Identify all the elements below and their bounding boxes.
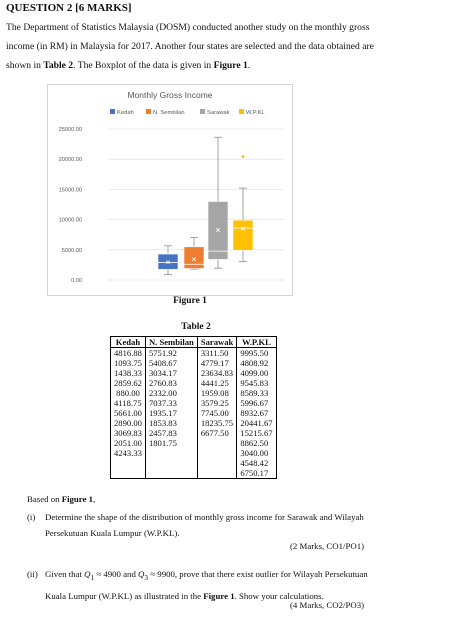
table-cell: 4118.75 [114, 398, 142, 408]
legend-swatch [239, 109, 244, 114]
table-cell: 1093.75 [114, 358, 142, 368]
y-tick-label: 15000.00 [59, 187, 82, 193]
question-i-text: Determine the shape of the distribution … [45, 512, 364, 538]
y-tick-label: 10000.00 [59, 218, 82, 224]
table-cell: 4779.17 [200, 358, 229, 368]
table-cell: 3034.17 [148, 368, 177, 378]
mean-marker [165, 260, 171, 265]
column-n-sembilan: 5751.92 5408.67 3034.17 2760.83 2332.00 7037.… [144, 347, 198, 479]
box-3 [232, 219, 254, 251]
table-cell: 880.00 [114, 388, 140, 398]
based-on-text: Based on Figure 1, [27, 494, 96, 504]
outlier-point [241, 155, 245, 158]
table-ref: Table 2 [43, 60, 74, 71]
question-ii-number: (ii) [27, 569, 38, 579]
question-title: QUESTION 2 [6 MARKS] [6, 2, 132, 14]
table-cell: 5661.00 [114, 408, 142, 418]
legend-swatch [200, 109, 205, 114]
table-cell: 1438.33 [114, 368, 142, 378]
table-cell: 5996.67 [240, 398, 269, 408]
table-header-row: Kedah N. Sembilan Sarawak W.P.KL [110, 336, 277, 348]
table-body-row: 4816.88 1093.75 1438.33 2859.62 880.00 4118.… [110, 347, 277, 479]
legend-label: W.P.KL [246, 110, 265, 116]
table-cell: 4808.92 [240, 358, 269, 368]
table-cell: 18235.75 [200, 418, 234, 428]
y-tick-label: 25000.00 [59, 127, 82, 133]
question-ii-marks: (4 Marks, CO2/PO3) [290, 600, 365, 610]
table-cell: 1801.75 [148, 438, 177, 448]
boxplot-svg: Monthly Gross Income Kedah N. Sembilan Sara… [59, 90, 284, 284]
chart-title: Monthly Gross Income [127, 90, 212, 100]
income-table: Kedah N. Sembilan Sarawak W.P.KL 4816.88… [110, 336, 277, 479]
table-cell: 9545.83 [240, 378, 269, 388]
table-cell: 7745.00 [200, 408, 229, 418]
legend-label: Kedah [117, 110, 134, 116]
table-cell: 2760.83 [148, 378, 177, 388]
table-caption: Table 2 [181, 322, 211, 332]
table-cell: 8862.50 [240, 438, 269, 448]
table-cell: 5751.92 [148, 348, 177, 358]
table-cell: 3579.25 [200, 398, 229, 408]
figure-caption: Figure 1 [173, 296, 207, 306]
figure-ref-2: Figure 1 [61, 494, 94, 504]
table-cell: 15215.67 [240, 428, 273, 438]
table-cell: 4816.88 [114, 348, 142, 358]
table-cell: 2051.00 [114, 438, 142, 448]
table-cell: 4099.00 [240, 368, 269, 378]
table-cell: 1935.17 [148, 408, 177, 418]
figure-ref-3: Figure 1 [203, 590, 235, 601]
table-cell: 3040.00 [240, 448, 269, 458]
table-cell: 6750.17 [240, 468, 269, 478]
header-n-sembilan: N. Sembilan [144, 336, 198, 348]
table-cell: 3311.50 [200, 348, 229, 358]
table-cell: 7037.33 [148, 398, 177, 408]
table-cell: 8589.33 [240, 388, 269, 398]
y-tick-label: 20000.00 [59, 157, 82, 163]
column-wpkl: 9995.50 4808.92 4099.00 9545.83 8589.33 5996.… [236, 347, 277, 479]
legend-label: N. Sembilan [153, 110, 185, 116]
column-kedah: 4816.88 1093.75 1438.33 2859.62 880.00 4118.… [110, 347, 146, 479]
table-cell: 2332.00 [148, 388, 177, 398]
mean-marker [215, 228, 221, 233]
figure-ref: Figure 1 [213, 60, 248, 71]
header-kedah: Kedah [110, 336, 146, 348]
table-cell: 9995.50 [240, 348, 269, 358]
question-intro: The Department of Statistics Malaysia (D… [6, 18, 468, 75]
question-ii-text: Given that Q1 ≈ 4900 and Q3 ≈ 9900, prov… [45, 569, 368, 601]
table-cell: 20441.67 [240, 418, 273, 428]
boxplot-chart: Monthly Gross Income Kedah N. Sembilan Sara… [47, 84, 293, 296]
legend-label: Sarawak [207, 110, 230, 116]
intro-line-3: shown in Table 2. The Boxplot of the dat… [6, 60, 251, 71]
table-cell: 2457.83 [148, 428, 177, 438]
intro-line-2: income (in RM) in Malaysia for 2017. Ano… [6, 41, 374, 52]
question-i-marks: (2 Marks, CO1/PO1) [290, 541, 365, 551]
table-cell: 5408.67 [148, 358, 177, 368]
table-cell: 4548.42 [240, 458, 269, 468]
column-sarawak: 3311.50 4779.17 23634.83 4441.25 1959.08 3579… [196, 347, 238, 479]
table-cell: 4243.33 [114, 448, 142, 458]
mean-marker [191, 257, 197, 262]
intro-line-1: The Department of Statistics Malaysia (D… [6, 22, 370, 33]
table-cell: 8932.67 [240, 408, 269, 418]
y-tick-label: 5000.00 [62, 248, 82, 254]
table-cell: 1959.08 [200, 388, 229, 398]
table-cell: 2859.62 [114, 378, 142, 388]
table-cell: 2890.00 [114, 418, 142, 428]
table-cell: 6677.50 [200, 428, 229, 438]
header-sarawak: Sarawak [196, 336, 238, 348]
box-1 [183, 246, 205, 269]
table-cell: 23634.83 [200, 368, 234, 378]
legend-swatch [110, 109, 115, 114]
mean-marker [240, 226, 246, 231]
table-cell: 1853.83 [148, 418, 177, 428]
table-cell: 3069.83 [114, 428, 142, 438]
legend-swatch [146, 109, 151, 114]
table-cell: 4441.25 [200, 378, 229, 388]
header-wpkl: W.P.KL [236, 336, 277, 348]
y-tick-label: 0.00 [71, 278, 82, 284]
question-i-number: (i) [27, 512, 36, 522]
